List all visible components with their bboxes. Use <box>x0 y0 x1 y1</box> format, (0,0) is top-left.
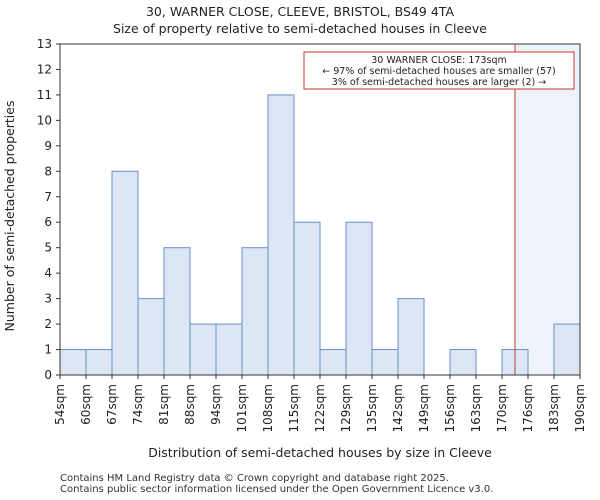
bar <box>137 298 165 376</box>
x-tick-label: 176sqm <box>521 384 535 432</box>
x-tick-label: 149sqm <box>417 384 431 432</box>
footer-licence: Contains public sector information licen… <box>60 484 494 495</box>
x-tick-label: 163sqm <box>469 384 483 432</box>
y-tick-label: 9 <box>44 139 52 153</box>
highlight-region <box>515 44 580 375</box>
x-tick-label: 115sqm <box>287 384 301 432</box>
bar <box>449 349 477 376</box>
annotation-line: 3% of semi-detached houses are larger (2… <box>332 77 546 88</box>
bar <box>345 221 373 376</box>
bar <box>293 221 321 376</box>
x-tick-label: 190sqm <box>573 384 587 432</box>
bar <box>241 247 269 376</box>
x-tick-label: 156sqm <box>443 384 457 432</box>
bar <box>163 247 191 376</box>
annotation-line: ← 97% of semi-detached houses are smalle… <box>322 66 556 77</box>
bar <box>85 349 113 376</box>
bar <box>267 94 295 376</box>
y-tick-label: 8 <box>44 164 52 178</box>
y-tick-label: 6 <box>44 215 52 229</box>
y-tick-label: 0 <box>44 368 52 382</box>
bar <box>371 349 399 376</box>
y-tick-label: 3 <box>44 292 52 306</box>
x-tick-label: 54sqm <box>53 384 67 425</box>
annotation-line: 30 WARNER CLOSE: 173sqm <box>371 55 507 66</box>
x-tick-label: 67sqm <box>105 384 119 425</box>
y-tick-label: 1 <box>44 343 52 357</box>
x-axis-label: Distribution of semi-detached houses by … <box>148 445 492 460</box>
x-tick-label: 60sqm <box>79 384 93 425</box>
bar <box>397 298 425 376</box>
bar <box>215 323 243 376</box>
chart-subtitle: Size of property relative to semi-detach… <box>113 21 487 36</box>
bar <box>553 323 581 376</box>
chart-title: 30, WARNER CLOSE, CLEEVE, BRISTOL, BS49 … <box>146 4 454 19</box>
x-tick-label: 94sqm <box>209 384 223 425</box>
y-tick-label: 4 <box>44 266 52 280</box>
x-tick-label: 74sqm <box>131 384 145 425</box>
y-tick-label: 10 <box>37 113 52 127</box>
y-tick-label: 13 <box>37 37 52 51</box>
y-axis-label: Number of semi-detached properties <box>2 101 17 332</box>
y-tick-label: 2 <box>44 317 52 331</box>
bar <box>319 349 347 376</box>
y-tick-label: 11 <box>37 88 52 102</box>
bar <box>59 349 87 376</box>
footer-copyright: Contains HM Land Registry data © Crown c… <box>60 473 449 484</box>
x-tick-label: 108sqm <box>261 384 275 432</box>
x-tick-label: 101sqm <box>235 384 249 432</box>
x-tick-label: 81sqm <box>157 384 171 425</box>
x-tick-label: 183sqm <box>547 384 561 432</box>
y-tick-label: 5 <box>44 241 52 255</box>
bar <box>189 323 217 376</box>
y-tick-label: 12 <box>37 62 52 76</box>
x-tick-label: 122sqm <box>313 384 327 432</box>
x-tick-label: 88sqm <box>183 384 197 425</box>
x-tick-label: 129sqm <box>339 384 353 432</box>
x-tick-label: 135sqm <box>365 384 379 432</box>
x-tick-label: 142sqm <box>391 384 405 432</box>
annotation-box <box>303 51 575 90</box>
bar <box>111 170 139 376</box>
y-tick-label: 7 <box>44 190 52 204</box>
x-tick-label: 170sqm <box>495 384 509 432</box>
